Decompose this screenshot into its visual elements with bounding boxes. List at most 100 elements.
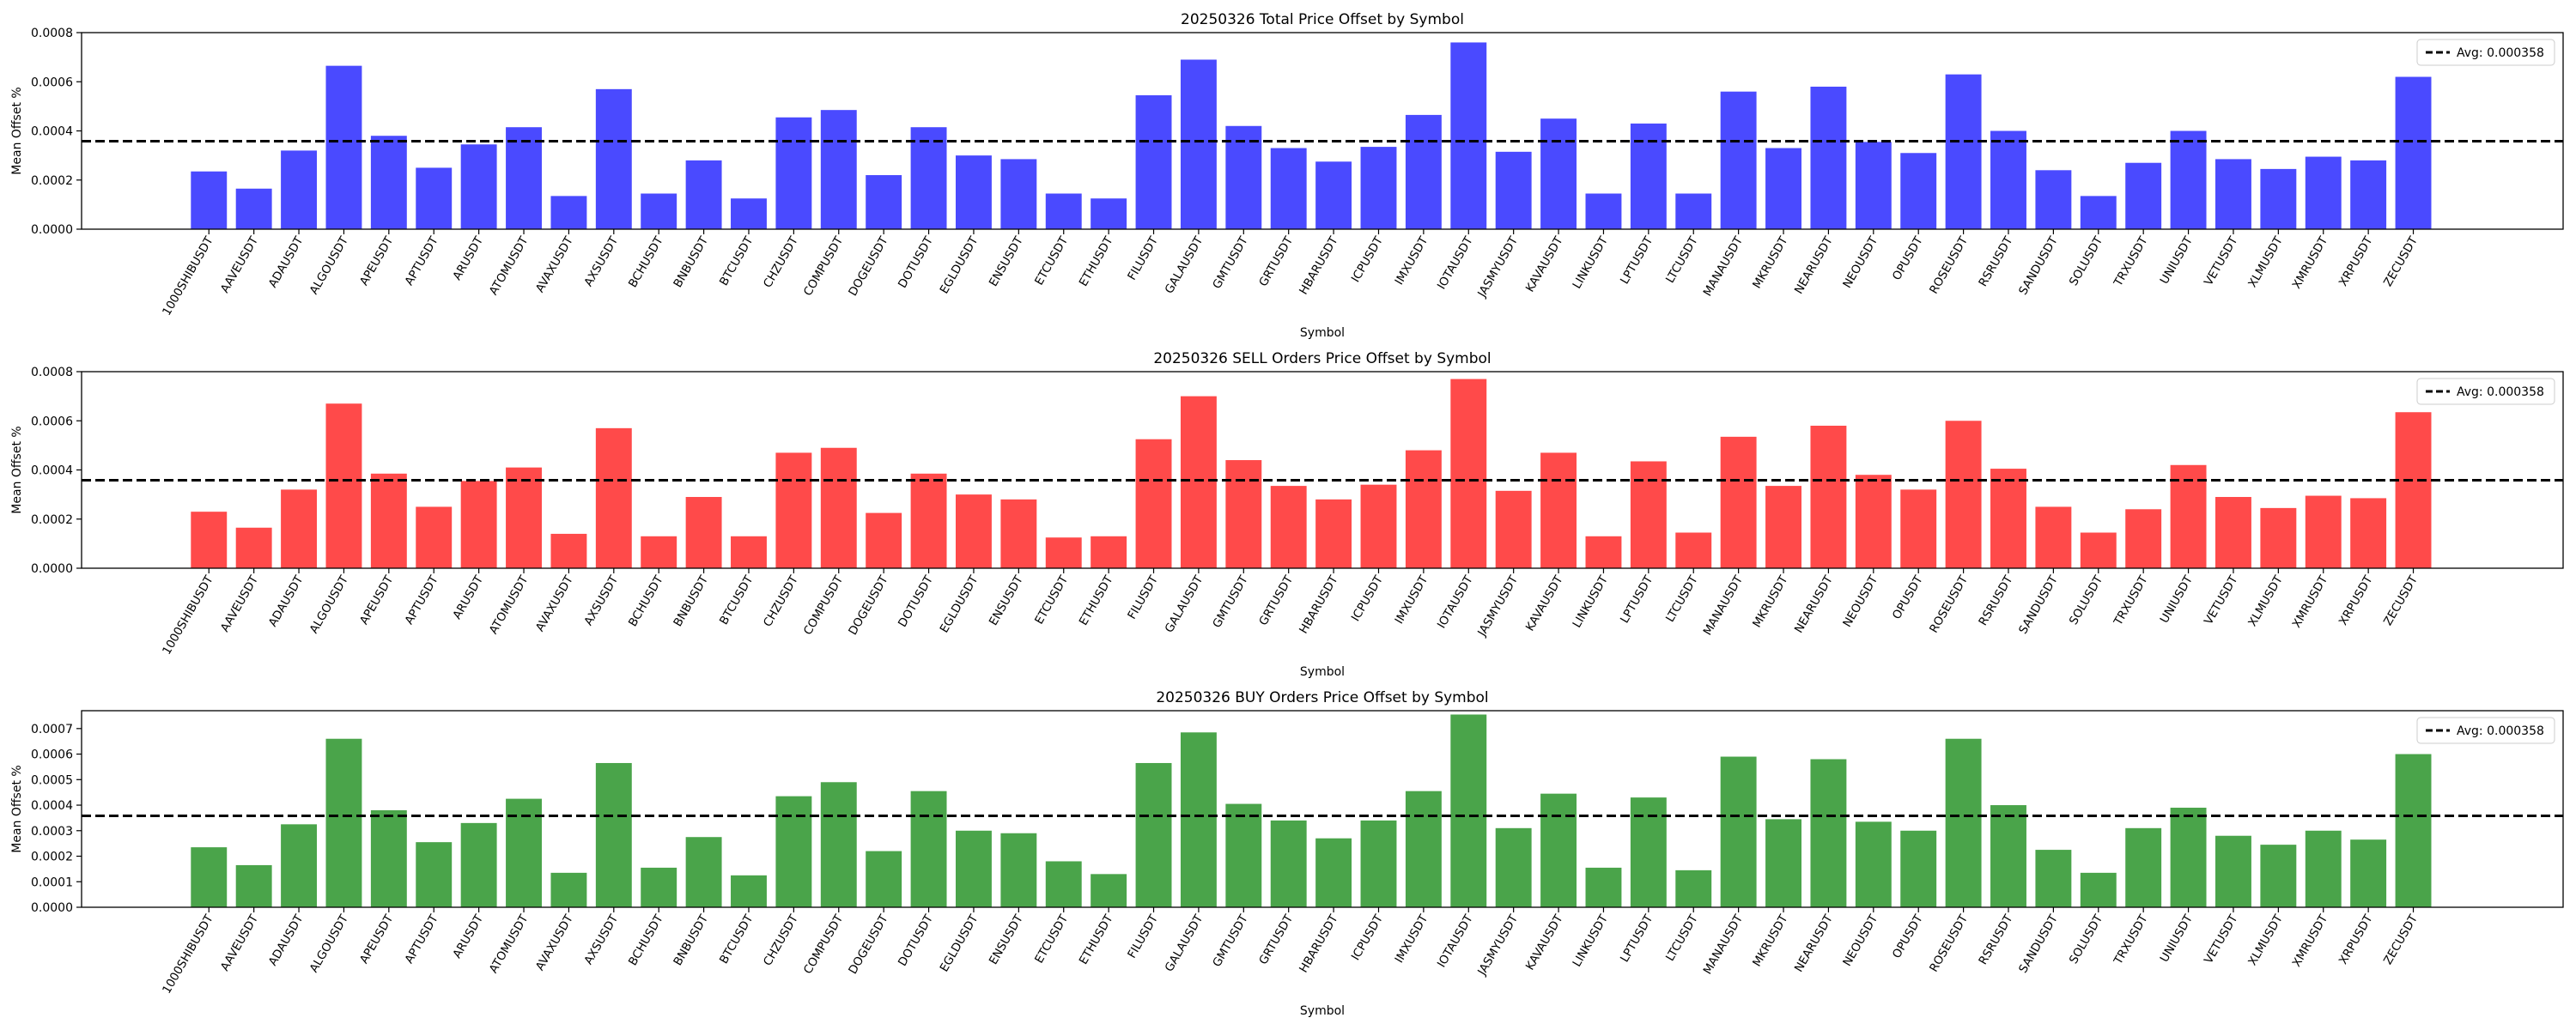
- legend-label: Avg: 0.000358: [2457, 46, 2544, 60]
- bar: [685, 160, 722, 229]
- x-tick-label: LPTUSDT: [1618, 573, 1656, 625]
- bar: [641, 867, 677, 907]
- x-tick-label: VETUSDT: [2202, 912, 2241, 966]
- x-tick-label: ALGOUSDT: [307, 573, 352, 636]
- x-tick-label: FILUSDT: [1125, 573, 1161, 621]
- bar: [866, 175, 902, 229]
- bar: [955, 830, 992, 907]
- x-tick-label: XMRUSDT: [2290, 912, 2331, 969]
- bar: [370, 136, 407, 229]
- x-tick-label: MKRUSDT: [1750, 912, 1791, 969]
- x-tick-label: BTCUSDT: [717, 573, 756, 627]
- bar: [1900, 489, 1937, 568]
- bar: [1225, 460, 1262, 568]
- bar: [2170, 808, 2207, 907]
- bar: [1765, 148, 1801, 229]
- x-tick-label: ATOMUSDT: [487, 573, 532, 636]
- y-tick-label: 0.0000: [31, 901, 73, 915]
- bar: [1855, 142, 1892, 229]
- x-tick-label: ETHUSDT: [1077, 912, 1116, 966]
- x-tick-label: GALAUSDT: [1163, 573, 1206, 635]
- x-tick-label: SANDUSDT: [2016, 912, 2061, 975]
- legend-label: Avg: 0.000358: [2457, 385, 2544, 399]
- chart-title: 20250326 BUY Orders Price Offset by Symb…: [1156, 689, 1488, 706]
- x-tick-label: ZECUSDT: [2381, 912, 2421, 966]
- x-tick-label: DOGEUSDT: [846, 912, 891, 976]
- x-tick-label: KAVAUSDT: [1523, 573, 1566, 633]
- bar: [1091, 874, 1127, 907]
- bar: [2260, 168, 2297, 229]
- bar: [325, 403, 362, 568]
- x-tick-label: APEUSDT: [357, 233, 397, 288]
- x-tick-label: MANAUSDT: [1701, 233, 1747, 299]
- x-tick-label: FILUSDT: [1125, 233, 1161, 282]
- x-tick-label: ZECUSDT: [2381, 573, 2421, 627]
- bar: [1495, 151, 1532, 229]
- bar: [2395, 76, 2432, 230]
- x-tick-label: ROSEUSDT: [1927, 912, 1971, 974]
- bar: [2395, 412, 2432, 568]
- x-tick-label: CHZUSDT: [761, 573, 801, 629]
- bar: [866, 512, 902, 568]
- y-tick-label: 0.0000: [31, 562, 73, 576]
- bar: [955, 155, 992, 229]
- bar: [955, 494, 992, 568]
- bar: [1405, 791, 1442, 907]
- x-tick-label: TRXUSDT: [2111, 573, 2151, 628]
- bar: [1495, 827, 1532, 907]
- bar: [416, 167, 453, 229]
- bar: [550, 196, 587, 229]
- bar: [1540, 793, 1577, 907]
- x-tick-label: XMRUSDT: [2290, 233, 2331, 291]
- bar: [191, 512, 228, 568]
- x-tick-label: MANAUSDT: [1701, 573, 1747, 638]
- bar: [2080, 196, 2117, 229]
- x-tick-label: AVAXUSDT: [533, 573, 576, 633]
- x-tick-label: IOTAUSDT: [1435, 573, 1476, 631]
- plot-frame: [81, 710, 2564, 908]
- bar: [2260, 845, 2297, 907]
- bar: [1360, 484, 1397, 568]
- x-tick-label: BCHUSDT: [626, 912, 666, 968]
- x-tick-label: ARUSDT: [450, 912, 486, 960]
- x-tick-label: AXSUSDT: [581, 573, 621, 627]
- bar: [2035, 170, 2072, 229]
- legend: Avg: 0.000358: [2416, 39, 2555, 66]
- bar: [685, 496, 722, 568]
- x-tick-label: TRXUSDT: [2111, 233, 2151, 289]
- bar: [641, 193, 677, 229]
- x-tick-label: LTCUSDT: [1663, 233, 1701, 285]
- x-tick-label: HBARUSDT: [1297, 912, 1341, 975]
- x-tick-label: SANDUSDT: [2016, 573, 2061, 636]
- bar: [370, 809, 407, 907]
- x-tick-label: BNBUSDT: [671, 233, 711, 290]
- bar: [1630, 461, 1667, 568]
- x-tick-label: ICPUSDT: [1349, 233, 1387, 284]
- bar: [1000, 499, 1037, 568]
- bar: [1270, 486, 1307, 568]
- x-tick-label: ETCUSDT: [1032, 573, 1071, 627]
- x-tick-label: 1000SHIBUSDT: [160, 912, 216, 996]
- bar: [1045, 861, 1082, 907]
- x-tick-label: AVAXUSDT: [533, 912, 576, 972]
- bar: [2170, 464, 2207, 568]
- bar: [1450, 379, 1487, 568]
- y-tick-label: 0.0006: [31, 415, 73, 428]
- bar: [2125, 827, 2162, 907]
- x-tick-label: BNBUSDT: [671, 912, 711, 968]
- y-axis-label: Mean Offset %: [10, 426, 24, 513]
- bar: [866, 851, 902, 907]
- x-tick-label: AAVEUSDT: [218, 573, 262, 634]
- bar: [1855, 475, 1892, 568]
- bar: [2215, 496, 2251, 568]
- bar: [191, 847, 228, 907]
- bar: [2080, 532, 2117, 568]
- y-axis-label: Mean Offset %: [10, 87, 24, 174]
- x-tick-label: GRTUSDT: [1256, 573, 1296, 627]
- y-tick-label: 0.0008: [31, 366, 73, 379]
- x-tick-label: ROSEUSDT: [1927, 573, 1971, 635]
- x-tick-label: AAVEUSDT: [218, 912, 262, 973]
- bar: [1900, 830, 1937, 907]
- bar: [1045, 537, 1082, 568]
